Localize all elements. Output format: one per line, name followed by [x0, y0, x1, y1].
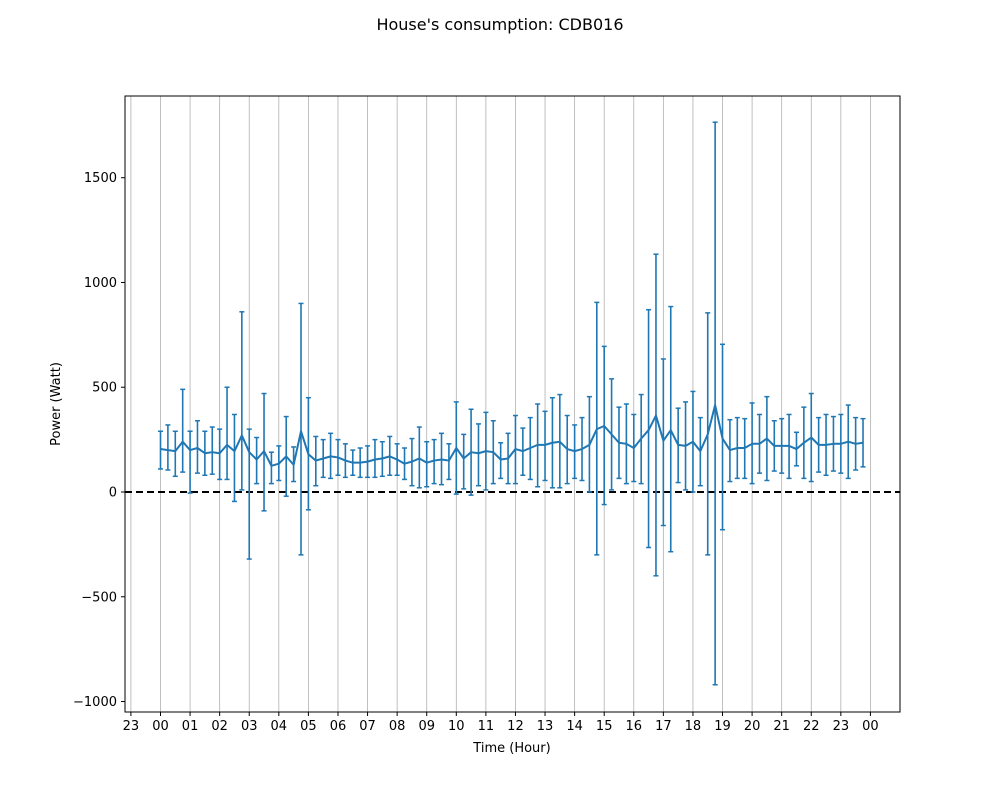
- x-tick-label: 07: [359, 719, 376, 734]
- y-tick-label: 1500: [84, 171, 117, 186]
- x-tick-label: 15: [596, 719, 613, 734]
- x-tick-label: 10: [448, 719, 465, 734]
- chart-title: House's consumption: CDB016: [376, 15, 623, 34]
- mean-line: [160, 404, 864, 467]
- x-tick-label: 04: [271, 719, 288, 734]
- x-tick-label: 23: [833, 719, 850, 734]
- x-tick-label: 08: [389, 719, 406, 734]
- x-tick-label: 01: [182, 719, 199, 734]
- x-tick-label: 16: [626, 719, 643, 734]
- y-tick-label: −500: [81, 590, 117, 605]
- plot-frame: [124, 95, 901, 713]
- y-axis-label: Power (Watt): [49, 362, 64, 446]
- x-tick-label: 05: [300, 719, 317, 734]
- x-tick-label: 09: [418, 719, 435, 734]
- x-tick-label: 23: [123, 719, 140, 734]
- x-tick-label: 03: [241, 719, 258, 734]
- x-tick-label: 00: [862, 719, 879, 734]
- x-tick-label: 13: [537, 719, 554, 734]
- y-tick-label: 1000: [84, 276, 117, 291]
- x-tick-label: 14: [566, 719, 583, 734]
- x-tick-label: 21: [773, 719, 790, 734]
- x-tick-label: 00: [152, 719, 169, 734]
- y-tick-label: 500: [92, 381, 117, 396]
- y-ticks: −1000 −500 0 500 1000 1500: [73, 171, 125, 710]
- x-tick-label: 20: [744, 719, 761, 734]
- mean-line-group: [160, 404, 864, 467]
- y-tick-label: 0: [109, 486, 117, 501]
- x-tick-label: 12: [507, 719, 524, 734]
- x-tick-label: 19: [714, 719, 731, 734]
- y-tick-label: −1000: [73, 695, 117, 710]
- x-tick-label: 18: [685, 719, 702, 734]
- x-tick-label: 02: [211, 719, 228, 734]
- error-bars: [157, 121, 866, 686]
- x-tick-label: 17: [655, 719, 672, 734]
- x-ticks: 23 00 01 02 03 04 05 06 07 08 09 10 11 12 13 14 15 16 17 18…: [123, 712, 879, 734]
- x-tick-label: 11: [478, 719, 495, 734]
- x-tick-label: 22: [803, 719, 820, 734]
- grid: [130, 96, 871, 712]
- x-axis-label: Time (Hour): [472, 741, 550, 756]
- x-tick-label: 06: [330, 719, 347, 734]
